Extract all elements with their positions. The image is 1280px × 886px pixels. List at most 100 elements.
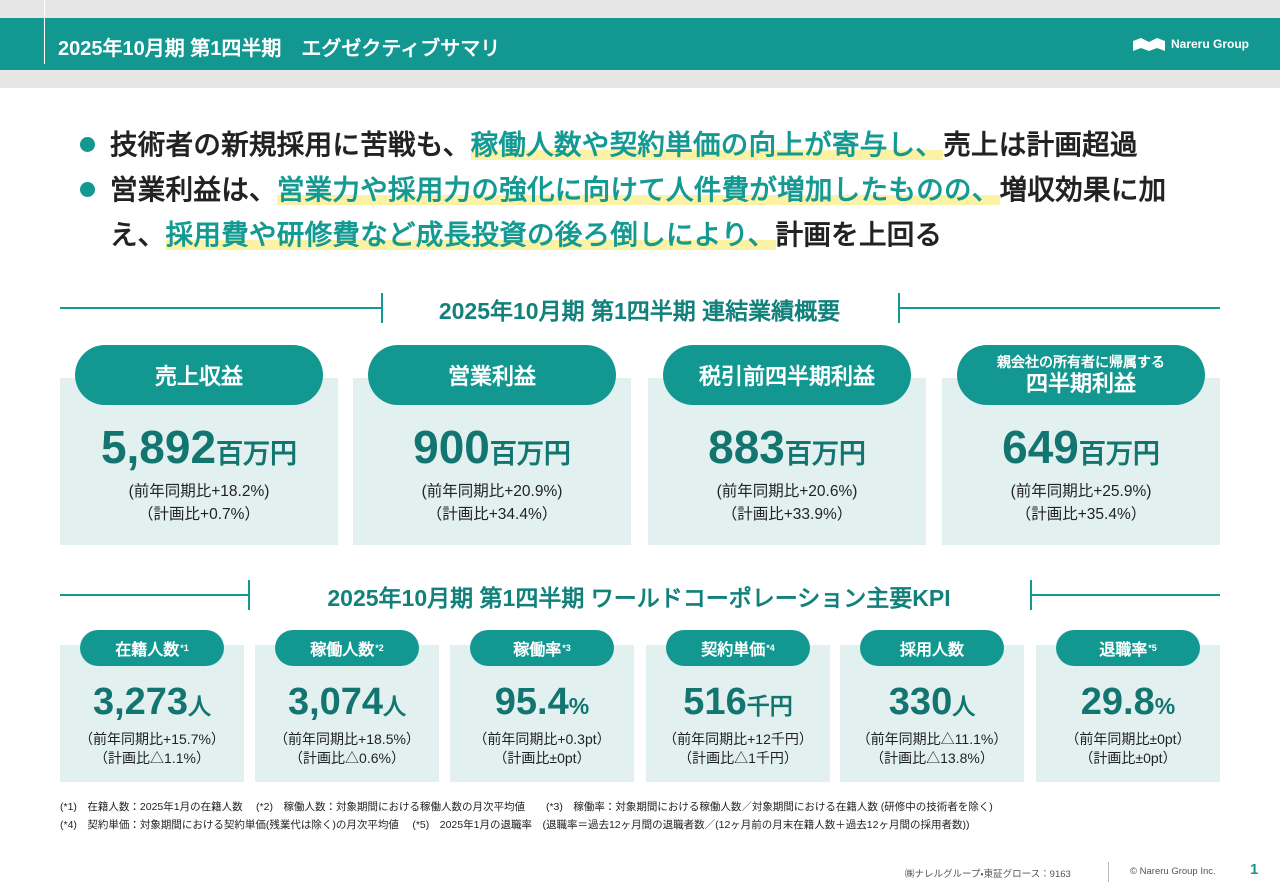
bullet: 営業利益は、営業力や採用力の強化に向けて人件費が増加したものの、増収効果に加え、… <box>80 167 1215 257</box>
result-label-text: 四半期利益 <box>1025 371 1136 396</box>
result-label-text: 営業利益 <box>447 364 536 389</box>
value-unit: 百万円 <box>489 439 571 469</box>
result-value: 649百万円 <box>942 420 1220 474</box>
kpi-note: *1 <box>180 643 189 653</box>
kpi-label: 採用人数 <box>860 630 1004 666</box>
kpi-label: 契約単価 *4 <box>666 630 810 666</box>
value-unit: 人 <box>383 693 407 719</box>
section-rule <box>60 307 381 309</box>
result-plan: （計画比+0.7%） <box>138 506 260 523</box>
kpi-note: *4 <box>766 643 775 653</box>
value-unit: % <box>1154 693 1176 719</box>
result-yoy: (前年同期比+18.2%) <box>128 483 270 500</box>
bullet-text: 営業利益は、 <box>110 174 277 205</box>
value-number: 883 <box>708 421 785 473</box>
value-unit: 千円 <box>746 693 793 719</box>
section-rule <box>60 594 248 596</box>
value-number: 649 <box>1002 421 1079 473</box>
footnote: (*4) 契約単価：対象期間における契約単価(残業代は除く)の月次平均値 (*5… <box>60 819 970 831</box>
value-number: 516 <box>683 681 747 723</box>
value-unit: 百万円 <box>784 439 866 469</box>
kpi-label-text: 稼働率 <box>513 642 562 659</box>
result-plan: （計画比+35.4%） <box>1015 506 1147 523</box>
header-divider <box>44 0 45 64</box>
result-label: 税引前四半期利益 <box>663 345 911 405</box>
result-label-text: 税引前四半期利益 <box>698 364 875 389</box>
kpi-plan: （計画比△0.6%） <box>289 750 405 766</box>
highlight-text: 採用費や研修費など成長投資の後ろ倒しにより、 <box>165 219 776 250</box>
kpi-label: 稼働人数 *2 <box>275 630 419 666</box>
kpi-yoy: （前年同期比+18.5%） <box>274 731 420 747</box>
result-yoy: (前年同期比+20.6%) <box>716 483 858 500</box>
kpi-label-text: 在籍人数 <box>115 642 180 659</box>
bullet: 技術者の新規採用に苦戦も、稼働人数や契約単価の向上が寄与し、売上は計画超過 <box>80 122 1215 167</box>
kpi-card: 3,074人 （前年同期比+18.5%） （計画比△0.6%） <box>255 645 439 782</box>
result-yoy: (前年同期比+20.9%) <box>421 483 563 500</box>
kpi-plan: （計画比△1千円） <box>678 750 798 766</box>
kpi-yoy: （前年同期比+15.7%） <box>79 731 225 747</box>
bullet-dot <box>80 182 95 197</box>
footer-copyright: © Nareru Group Inc. <box>1130 866 1216 877</box>
kpi-label-text: 契約単価 <box>701 642 766 659</box>
result-card: 900百万円 (前年同期比+20.9%) （計画比+34.4%） <box>353 378 631 545</box>
kpi-label: 退職率 *5 <box>1056 630 1200 666</box>
kpi-card: 3,273人 （前年同期比+15.7%） （計画比△1.1%） <box>60 645 244 782</box>
kpi-label-text: 退職率 <box>1099 642 1148 659</box>
value-unit: 人 <box>188 693 212 719</box>
result-label: 親会社の所有者に帰属する 四半期利益 <box>957 345 1205 405</box>
section-rule <box>1030 594 1220 596</box>
section-rule-tick <box>1030 580 1032 610</box>
header-title: 2025年10月期 第1四半期 エグゼクティブサマリ <box>58 38 501 60</box>
footer-company: ㈱ナレルグループ・東証グロース：9163 <box>905 869 1071 880</box>
kpi-card: 330人 （前年同期比△11.1%） （計画比△13.8%） <box>840 645 1024 782</box>
kpi-note: *5 <box>1148 643 1157 653</box>
header-bar <box>0 18 1280 70</box>
value-unit: 人 <box>952 693 976 719</box>
value-number: 3,074 <box>287 681 384 723</box>
kpi-note: *3 <box>562 643 571 653</box>
result-card: 5,892百万円 (前年同期比+18.2%) （計画比+0.7%） <box>60 378 338 545</box>
value-unit: 百万円 <box>1078 439 1160 469</box>
result-value: 900百万円 <box>353 420 631 474</box>
kpi-yoy: （前年同期比+0.3pt） <box>473 731 611 747</box>
section-rule-tick <box>381 293 383 323</box>
value-number: 95.4 <box>494 681 569 723</box>
value-number: 5,892 <box>100 421 217 473</box>
footnote: (*1) 在籍人数：2025年1月の在籍人数 (*2) 稼働人数：対象期間におけ… <box>60 801 993 813</box>
kpi-label-text: 採用人数 <box>899 642 964 659</box>
kpi-label: 在籍人数 *1 <box>80 630 224 666</box>
kpi-value: 516千円 <box>646 681 830 724</box>
section-title: 2025年10月期 第1四半期 ワールドコーポレーション主要KPI <box>327 585 951 611</box>
result-card: 649百万円 (前年同期比+25.9%) （計画比+35.4%） <box>942 378 1220 545</box>
kpi-yoy: （前年同期比+12千円） <box>663 731 813 747</box>
kpi-card: 516千円 （前年同期比+12千円） （計画比△1千円） <box>646 645 830 782</box>
bullet-text: 技術者の新規採用に苦戦も、 <box>110 129 471 160</box>
bullet-text: 増収効果に加え、 <box>110 174 1167 250</box>
result-plan: （計画比+33.9%） <box>721 506 853 523</box>
bullet-dot <box>80 137 95 152</box>
kpi-card: 29.8% （前年同期比±0pt） （計画比±0pt） <box>1036 645 1220 782</box>
logo-icon <box>1133 38 1165 51</box>
kpi-yoy: （前年同期比±0pt） <box>1065 731 1191 747</box>
value-number: 3,273 <box>92 681 189 723</box>
section-title: 2025年10月期 第1四半期 連結業績概要 <box>438 298 841 324</box>
bullet-text: 売上は計画超過 <box>943 129 1138 160</box>
kpi-plan: （計画比±0pt） <box>1079 750 1177 766</box>
highlight-text: 稼働人数や契約単価の向上が寄与し、 <box>470 129 944 160</box>
value-number: 900 <box>413 421 490 473</box>
kpi-value: 3,074人 <box>255 681 439 724</box>
kpi-plan: （計画比±0pt） <box>493 750 591 766</box>
kpi-yoy: （前年同期比△11.1%） <box>856 731 1008 747</box>
kpi-note: *2 <box>375 643 384 653</box>
kpi-value: 330人 <box>840 681 1024 724</box>
result-sublabel: 親会社の所有者に帰属する <box>997 354 1165 370</box>
result-yoy: (前年同期比+25.9%) <box>1010 483 1152 500</box>
bullet-text: 計画を上回る <box>775 219 943 250</box>
section-rule-tick <box>248 580 250 610</box>
result-value: 5,892百万円 <box>60 420 338 474</box>
bullets: 技術者の新規採用に苦戦も、稼働人数や契約単価の向上が寄与し、売上は計画超過 営業利… <box>80 122 1215 257</box>
value-unit: % <box>568 693 590 719</box>
result-label-text: 売上収益 <box>154 364 243 389</box>
